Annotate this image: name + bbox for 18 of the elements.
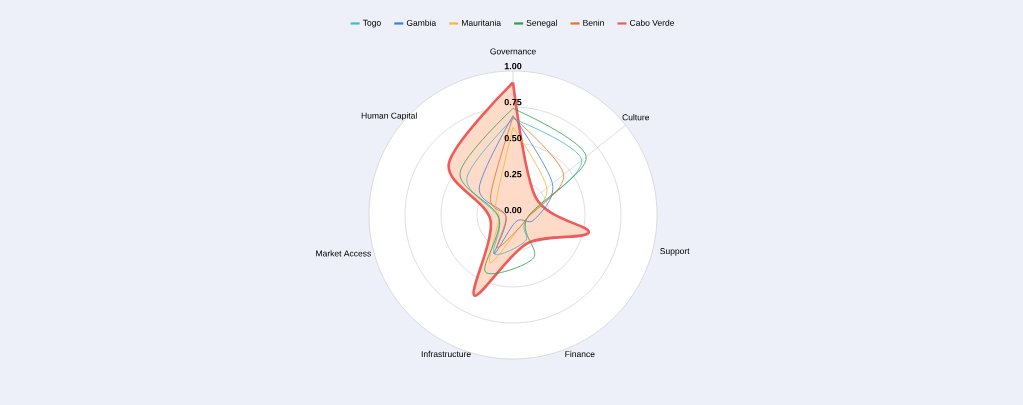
legend-label: Senegal — [526, 19, 557, 28]
legend-label: Togo — [362, 19, 381, 28]
y-tick-label: 0.50 — [504, 134, 522, 142]
spoke-label: Governance — [490, 48, 536, 55]
spoke-label: Support — [660, 248, 690, 256]
spoke-label: Market Access — [316, 250, 371, 257]
y-tick-label: 1.00 — [504, 62, 522, 70]
y-tick-label: 0.25 — [504, 170, 522, 178]
legend-label: Cabo Verde — [630, 19, 675, 26]
spoke-label: Finance — [565, 350, 595, 358]
spoke-label: Human Capital — [361, 112, 417, 121]
y-tick-label: 0.00 — [504, 206, 522, 214]
y-tick-label: 0.75 — [504, 98, 522, 106]
spoke-label: Infrastructure — [421, 350, 471, 358]
legend-label: Benin — [583, 19, 604, 26]
legend-label: Mauritania — [462, 19, 502, 26]
legend-label: Gambia — [406, 19, 437, 26]
spoke-label: Culture — [622, 114, 650, 121]
